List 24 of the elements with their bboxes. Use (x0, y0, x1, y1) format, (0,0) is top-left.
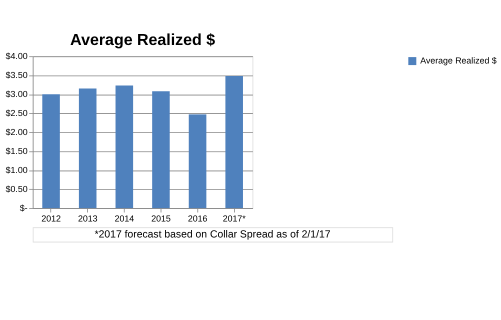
bar (42, 94, 60, 208)
bar (152, 91, 170, 208)
y-tick-label: $1.50 (6, 146, 28, 156)
x-tick-label: 2014 (114, 213, 134, 224)
x-tick-label: 2017* (222, 213, 246, 224)
x-tick-label: 2013 (78, 213, 98, 224)
y-tick-label: $4.00 (6, 51, 28, 62)
x-tick-label: 2016 (188, 213, 208, 224)
bar (225, 76, 243, 208)
chart-title: Average Realized $ (70, 32, 216, 50)
text: *2017 forecast based on Collar Spread as of 2/1/17 (94, 230, 331, 241)
y-tick-label: $2.00 (6, 127, 28, 137)
bar (188, 114, 206, 208)
y-tick-label: $0.50 (6, 184, 28, 194)
bar (78, 88, 96, 208)
bar (116, 86, 134, 208)
x-tick-label: 2012 (41, 213, 61, 224)
y-tick-label: $1.00 (6, 164, 28, 175)
y-tick-label: $3.00 (6, 89, 28, 100)
legend-label: Average Realized $ (420, 55, 497, 66)
y-tick-label: $2.50 (6, 108, 28, 118)
x-tick-label: 2015 (151, 213, 171, 224)
y-tick-label: $- (20, 202, 28, 213)
y-tick-label: $3.50 (6, 70, 28, 80)
